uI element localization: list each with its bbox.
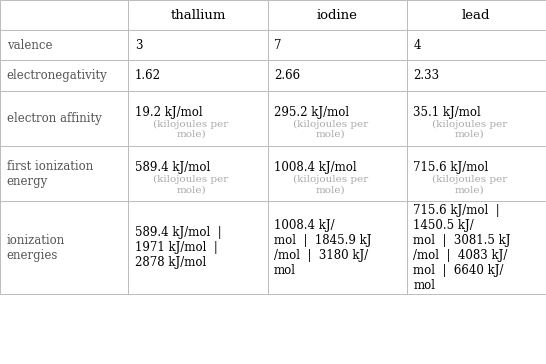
Bar [268,60,407,91]
Text: (kilojoules per
mole): (kilojoules per mole) [153,119,229,139]
Text: thallium: thallium [170,9,225,21]
Text: 589.4 kJ/mol: 589.4 kJ/mol [135,162,210,174]
Text: (kilojoules per
mole): (kilojoules per mole) [432,119,507,139]
Text: 715.6 kJ/mol  |
1450.5 kJ/
mol  |  3081.5 kJ
/mol  |  4083 kJ/
mol  |  6640 kJ/
: 715.6 kJ/mol | 1450.5 kJ/ mol | 3081.5 k… [413,204,511,292]
Bar [0,0,128,30]
Bar [268,0,407,30]
Bar [128,0,268,30]
Text: 1008.4 kJ/
mol  |  1845.9 kJ
/mol  |  3180 kJ/
mol: 1008.4 kJ/ mol | 1845.9 kJ /mol | 3180 k… [274,219,372,277]
Bar [407,201,546,294]
Text: iodine: iodine [317,9,358,21]
Text: ionization
energies: ionization energies [7,234,65,262]
Bar [0,91,128,146]
Text: 3: 3 [135,39,143,52]
Bar [268,91,407,146]
Bar [407,91,546,146]
Text: (kilojoules per
mole): (kilojoules per mole) [293,119,368,139]
Text: 7: 7 [274,39,282,52]
Text: 19.2 kJ/mol: 19.2 kJ/mol [135,106,203,119]
Text: 1.62: 1.62 [135,69,161,82]
Bar [0,30,128,60]
Bar [128,146,268,201]
Bar [407,30,546,60]
Bar [0,60,128,91]
Text: 4: 4 [413,39,421,52]
Text: electronegativity: electronegativity [7,69,108,82]
Text: 589.4 kJ/mol  |
1971 kJ/mol  |
2878 kJ/mol: 589.4 kJ/mol | 1971 kJ/mol | 2878 kJ/mol [135,226,222,269]
Text: 2.66: 2.66 [274,69,300,82]
Text: 35.1 kJ/mol: 35.1 kJ/mol [413,106,481,119]
Bar [407,0,546,30]
Text: 1008.4 kJ/mol: 1008.4 kJ/mol [274,162,357,174]
Text: 295.2 kJ/mol: 295.2 kJ/mol [274,106,349,119]
Text: first ionization
energy: first ionization energy [7,160,93,187]
Bar [0,201,128,294]
Bar [128,60,268,91]
Text: (kilojoules per
mole): (kilojoules per mole) [293,175,368,194]
Bar [407,146,546,201]
Bar [407,60,546,91]
Bar [268,30,407,60]
Bar [268,201,407,294]
Text: lead: lead [462,9,491,21]
Text: electron affinity: electron affinity [7,112,102,125]
Bar [0,146,128,201]
Text: (kilojoules per
mole): (kilojoules per mole) [432,175,507,194]
Bar [268,146,407,201]
Bar [128,30,268,60]
Text: 715.6 kJ/mol: 715.6 kJ/mol [413,162,489,174]
Text: valence: valence [7,39,52,52]
Text: 2.33: 2.33 [413,69,440,82]
Text: (kilojoules per
mole): (kilojoules per mole) [153,175,229,194]
Bar [128,201,268,294]
Bar [128,91,268,146]
